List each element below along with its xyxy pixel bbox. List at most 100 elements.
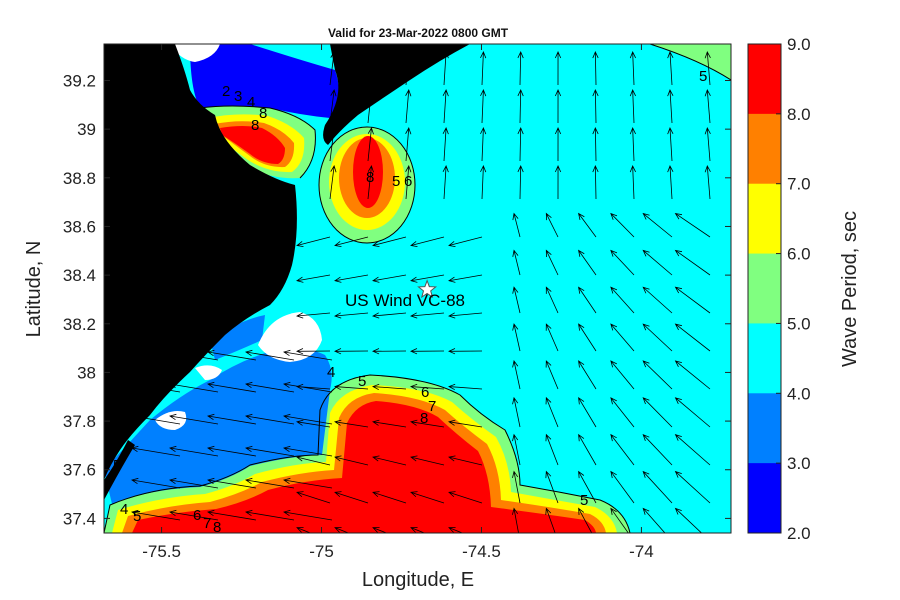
wave-arrow [512,323,521,352]
wave-arrow [207,349,257,361]
wave-arrow [545,286,559,314]
wave-arrow [329,51,337,86]
wave-arrow [448,455,483,466]
wave-arrow [442,51,449,86]
colorbar-label: Wave Period, sec [839,211,861,367]
wave-arrow [329,165,337,200]
wave-arrow [512,470,521,504]
wave-arrow [642,286,673,314]
wave-arrow [554,127,562,162]
wave-arrow [545,212,559,238]
wave-arrow [283,445,333,457]
wave-arrow [296,236,331,248]
wave-arrow [629,89,636,124]
y-tick-label: 39 [77,120,96,139]
wave-arrow [283,477,333,489]
wave-arrow [372,312,407,319]
wave-arrow [448,419,483,428]
wave-arrow [296,348,331,355]
contour-label: 6 [193,507,201,524]
wave-arrow [642,433,673,466]
wave-arrow [674,323,711,352]
wave-arrow [610,433,635,466]
wave-arrow [704,89,711,124]
wave-arrow [578,433,597,466]
wave-arrow [334,312,369,319]
station-label: US Wind VC-88 [345,291,465,310]
wave-arrow [448,383,483,391]
wave-arrow [405,89,412,124]
wave-arrow [674,212,711,238]
wave-arrow [674,360,711,390]
wave-arrow [334,491,369,504]
wave-arrow [245,349,295,361]
wave-arrow [131,477,181,489]
plot-area: 2 3 4 8 8 8 5 6 5 4 5 6 7 8 5 4 5 6 7 8 … [104,44,731,533]
wave-arrow [592,89,599,124]
wave-arrow [578,397,597,428]
wave-arrow [296,455,331,466]
wave-arrow [207,477,257,489]
wave-arrow [245,509,295,521]
wave-arrow [334,236,369,248]
wave-arrow [448,348,483,355]
wave-arrow [512,396,521,428]
wave-arrow [592,127,599,162]
wave-arrow [674,470,711,504]
colorbar-segment [748,113,781,185]
colorbar-tick-label: 6.0 [787,245,811,264]
wave-arrow [448,491,483,504]
wave-arrow [296,274,331,283]
plot-frame [103,43,732,534]
wave-arrow [642,360,673,390]
wave-arrow [554,165,562,200]
wave-arrow [169,349,219,361]
wave-arrow [704,51,711,86]
wave-arrow [334,419,369,428]
wave-arrow [169,509,219,521]
colorbar-segment [748,323,781,394]
wave-arrow [334,383,369,391]
wave-arrow [629,51,636,86]
wave-arrow [296,419,331,428]
wave-arrow [410,526,426,533]
station-star-icon[interactable] [417,279,438,299]
wave-arrow [545,323,559,352]
wave-arrow [674,434,711,466]
colorbar-tick-label: 5.0 [787,314,811,333]
y-tick-label: 39.2 [63,71,96,90]
contour-lines [104,44,731,533]
wave-arrow [554,51,562,86]
colorbar-frame [747,43,782,534]
wave-arrow [329,89,337,124]
x-axis-label: Longitude, E [362,569,474,591]
y-tick-label: 38.4 [63,266,96,285]
nodata-patch [258,312,322,362]
x-axis-ticks: -75.5 -75 -74.5 -74 [142,44,654,561]
wave-arrow [610,249,635,276]
wave-arrow [578,470,597,504]
wave-arrow [442,165,449,200]
wave-arrow [131,445,181,457]
contour-label: 5 [113,457,121,474]
wave-arrow [545,433,559,466]
wave-arrow [704,127,711,162]
wave-arrow [442,89,449,124]
wave-arrow [367,51,374,86]
contour-label: 5 [580,492,588,509]
wave-arrow [512,360,521,390]
wave-arrow [372,383,407,391]
contour-label: 7 [203,515,211,532]
x-tick-label: -75.5 [142,542,181,561]
wave-arrow [480,127,487,162]
y-tick-label: 37.8 [63,412,96,431]
wave-arrow [334,348,369,355]
wave-arrow [610,470,635,504]
wave-arrow [610,397,635,428]
wave-arrow [642,397,673,428]
wave-arrow [367,165,374,200]
wave-arrow [296,491,331,504]
wave-arrow [642,249,673,276]
wave-arrow [410,348,445,355]
